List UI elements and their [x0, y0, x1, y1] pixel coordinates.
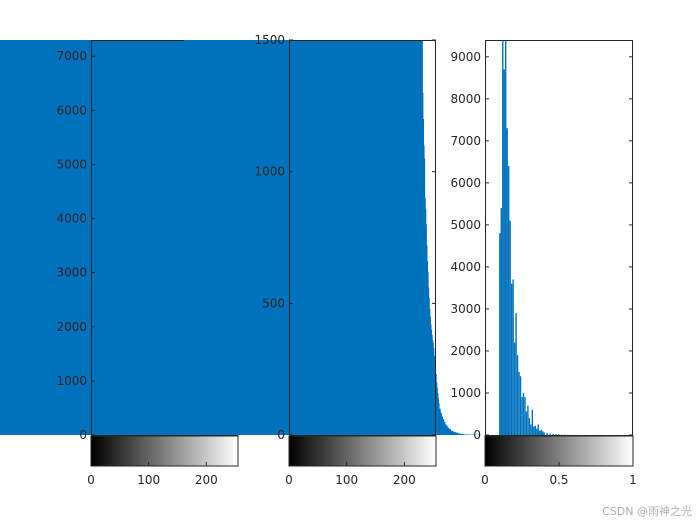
y-tick-label: 3000	[56, 266, 87, 280]
histogram-bar	[513, 342, 516, 435]
y-tick-label: 5000	[56, 157, 87, 171]
y-tick-label: 4000	[450, 260, 481, 274]
histogram-bar	[542, 431, 544, 435]
histogram-bar	[530, 424, 532, 435]
x-tick-label: 1	[629, 473, 637, 487]
histogram-bar	[533, 426, 535, 435]
y-tick-label: 4000	[56, 212, 87, 226]
histogram-bar	[235, 434, 470, 435]
y-tick-label: 6000	[450, 176, 481, 190]
x-tick-label: 100	[335, 473, 358, 487]
histogram-bar	[510, 283, 513, 435]
y-tick-label: 8000	[450, 92, 481, 106]
histogram-bar	[521, 397, 523, 435]
y-tick-label: 2000	[56, 320, 87, 334]
histogram-3: 0 1000 2000 3000 4000 5000 6000 7000 8000 9000 0 0.…	[450, 40, 637, 487]
histogram-bar	[537, 424, 539, 435]
grayscale-colorbar	[484, 435, 634, 467]
y-tick-label: 1500	[254, 33, 285, 47]
histogram-bar	[503, 69, 505, 435]
histogram-bar	[512, 279, 514, 435]
y-tick-label: 6000	[56, 103, 87, 117]
histogram-bar	[515, 313, 517, 435]
x-tick-label: 100	[137, 473, 160, 487]
histogram-bar	[531, 409, 534, 435]
x-tick-label: 0.5	[549, 473, 568, 487]
histogram-bar	[518, 371, 520, 435]
y-tick-label: 0	[277, 428, 285, 442]
y-tick-label: 7000	[450, 134, 481, 148]
histogram-2: 0 500 1000 1500 0 100 200	[176, 33, 482, 487]
histogram-bar	[502, 40, 504, 435]
histogram-bar	[539, 430, 541, 435]
y-tick-label: 500	[262, 296, 285, 310]
x-tick-label: 0	[285, 473, 293, 487]
histogram-bar	[536, 428, 538, 435]
histogram-bar	[500, 208, 502, 435]
grayscale-colorbar	[288, 435, 437, 467]
histogram-bar	[546, 432, 548, 435]
y-tick-label: 3000	[450, 302, 481, 316]
histogram-bar	[524, 397, 526, 435]
histogram-bar	[507, 166, 510, 435]
histogram-bar	[534, 425, 537, 435]
histogram-bar	[525, 411, 528, 435]
y-tick-label: 0	[79, 428, 87, 442]
histogram-bar	[540, 429, 542, 435]
y-tick-label: 0	[473, 428, 481, 442]
y-tick-label: 1000	[450, 386, 481, 400]
y-tick-label: 1000	[56, 374, 87, 388]
y-tick-label: 1000	[254, 165, 285, 179]
histogram-bar	[506, 128, 508, 436]
histogram-bar	[505, 40, 507, 435]
grayscale-colorbar	[90, 435, 239, 467]
histogram-bar	[549, 433, 551, 435]
y-tick-label: 5000	[450, 218, 481, 232]
histogram-bar	[519, 376, 522, 435]
histogram-bar	[522, 392, 525, 435]
x-tick-label: 0	[481, 473, 489, 487]
histogram-bar	[527, 405, 529, 435]
y-tick-label: 2000	[450, 344, 481, 358]
histogram-bar	[499, 233, 501, 435]
y-tick-label: 9000	[450, 50, 481, 64]
y-tick-label: 7000	[56, 49, 87, 63]
histogram-bar	[528, 418, 531, 435]
histogram-bar	[558, 434, 560, 435]
histogram-bar	[543, 432, 545, 435]
histogram-bar	[552, 433, 554, 435]
histogram-bar	[516, 355, 519, 435]
watermark-text: CSDN @雨神之光	[602, 505, 692, 518]
x-tick-label: 200	[195, 473, 218, 487]
x-tick-label: 0	[87, 473, 95, 487]
histogram-bar	[555, 434, 557, 435]
x-tick-label: 200	[393, 473, 416, 487]
histogram-bar	[509, 220, 511, 435]
